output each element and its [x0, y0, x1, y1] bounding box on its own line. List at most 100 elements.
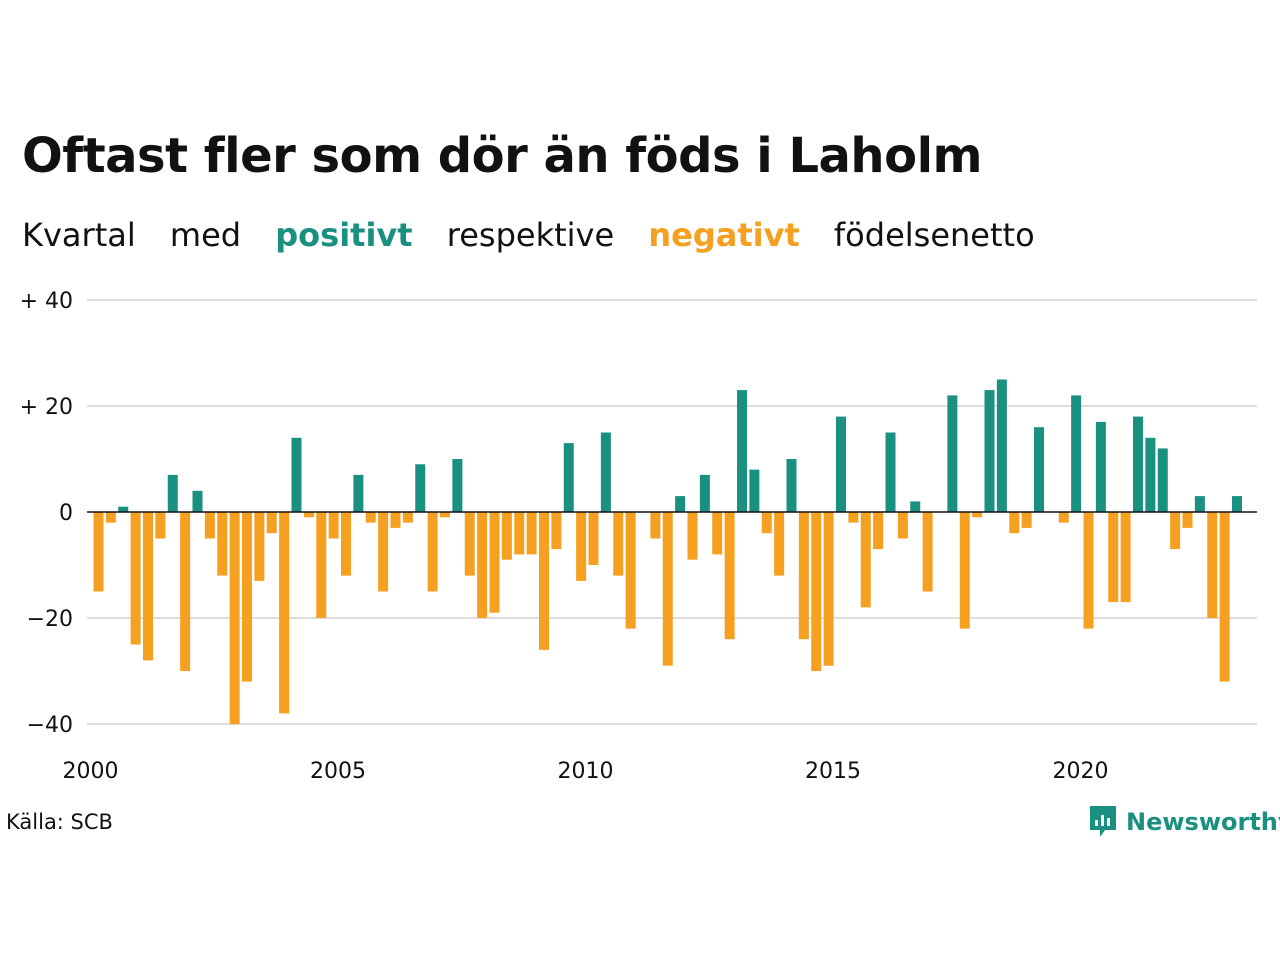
bar	[316, 512, 327, 618]
bar	[254, 512, 265, 581]
bar	[996, 379, 1007, 512]
bar	[514, 512, 525, 555]
bar	[415, 464, 426, 512]
bar	[1145, 437, 1156, 512]
bar	[576, 512, 587, 581]
bar	[378, 512, 389, 592]
bar	[118, 506, 129, 512]
chart-title: Oftast fler som dör än föds i Laholm	[22, 128, 983, 184]
bar	[650, 512, 661, 539]
bar	[365, 512, 376, 523]
bar	[972, 512, 983, 518]
bar	[724, 512, 735, 640]
bar	[687, 512, 698, 560]
bar	[167, 474, 178, 512]
bar	[192, 490, 203, 512]
bar	[229, 512, 240, 724]
y-tick-label: −40	[27, 713, 73, 738]
bar	[551, 512, 562, 550]
x-tick-label: 2000	[63, 759, 119, 784]
bar	[501, 512, 512, 560]
bar	[1170, 512, 1181, 550]
bar	[922, 512, 933, 592]
bar	[836, 416, 846, 512]
bar	[1182, 512, 1193, 528]
bar	[477, 512, 488, 618]
bar	[1120, 512, 1131, 603]
x-tick-label: 2005	[310, 759, 366, 784]
bar	[539, 512, 549, 650]
bar	[563, 443, 574, 512]
bar	[1083, 512, 1094, 629]
bar	[1071, 395, 1082, 512]
bar	[452, 459, 463, 512]
bar	[613, 512, 624, 576]
subtitle-med: med	[169, 216, 242, 254]
bar	[625, 512, 636, 629]
bar	[588, 512, 599, 565]
bar	[600, 432, 611, 512]
newsworthy-logo: Newsworthy	[1088, 804, 1280, 840]
bar	[130, 512, 141, 645]
y-tick-label: 0	[59, 501, 73, 526]
bar	[1108, 512, 1119, 603]
bar	[910, 501, 921, 512]
newsworthy-logo-text: Newsworthy	[1126, 808, 1280, 836]
bar	[279, 512, 290, 714]
bar	[1207, 512, 1218, 618]
bar	[341, 512, 351, 576]
bar	[1194, 496, 1205, 512]
bar	[266, 512, 277, 534]
bar	[440, 512, 450, 518]
newsworthy-logo-icon	[1090, 806, 1116, 837]
x-tick-label: 2015	[805, 759, 861, 784]
bar	[737, 390, 747, 512]
bar	[823, 512, 834, 666]
bar	[1095, 421, 1106, 512]
bar	[180, 512, 191, 671]
bar	[798, 512, 809, 640]
bar	[155, 512, 166, 539]
bar	[873, 512, 884, 550]
bar	[848, 512, 859, 523]
bar	[885, 432, 896, 512]
x-tick-label: 2010	[558, 759, 614, 784]
bar	[489, 512, 500, 613]
bar	[959, 512, 970, 629]
bar	[675, 496, 686, 512]
subtitle-negative: negativt	[648, 216, 800, 254]
bar	[761, 512, 772, 534]
bar	[464, 512, 475, 576]
bar	[1219, 512, 1230, 682]
bar	[143, 512, 153, 661]
source-label: Källa: SCB	[6, 810, 113, 834]
bar	[1232, 496, 1242, 512]
bar	[1009, 512, 1020, 534]
bar	[204, 512, 215, 539]
bar	[303, 512, 314, 518]
bar	[217, 512, 228, 576]
bar	[774, 512, 785, 576]
bar	[712, 512, 723, 555]
bar	[242, 512, 252, 682]
bar	[897, 512, 908, 539]
bar	[93, 512, 104, 592]
bar	[662, 512, 673, 666]
bar	[390, 512, 401, 528]
bar	[699, 474, 710, 512]
y-tick-label: −20	[27, 607, 73, 632]
bar	[526, 512, 537, 555]
bar	[860, 512, 871, 608]
bar	[1157, 448, 1168, 512]
bar	[1058, 512, 1069, 523]
y-tick-label: + 40	[20, 289, 73, 314]
x-tick-label: 2020	[1053, 759, 1109, 784]
bar	[947, 395, 958, 512]
bar	[328, 512, 339, 539]
chart-subtitle: Kvartal med positivt respektive negativt…	[22, 216, 1059, 254]
y-tick-label: + 20	[20, 395, 73, 420]
bar	[1021, 512, 1032, 528]
bar	[105, 512, 116, 523]
bar	[1034, 427, 1044, 512]
